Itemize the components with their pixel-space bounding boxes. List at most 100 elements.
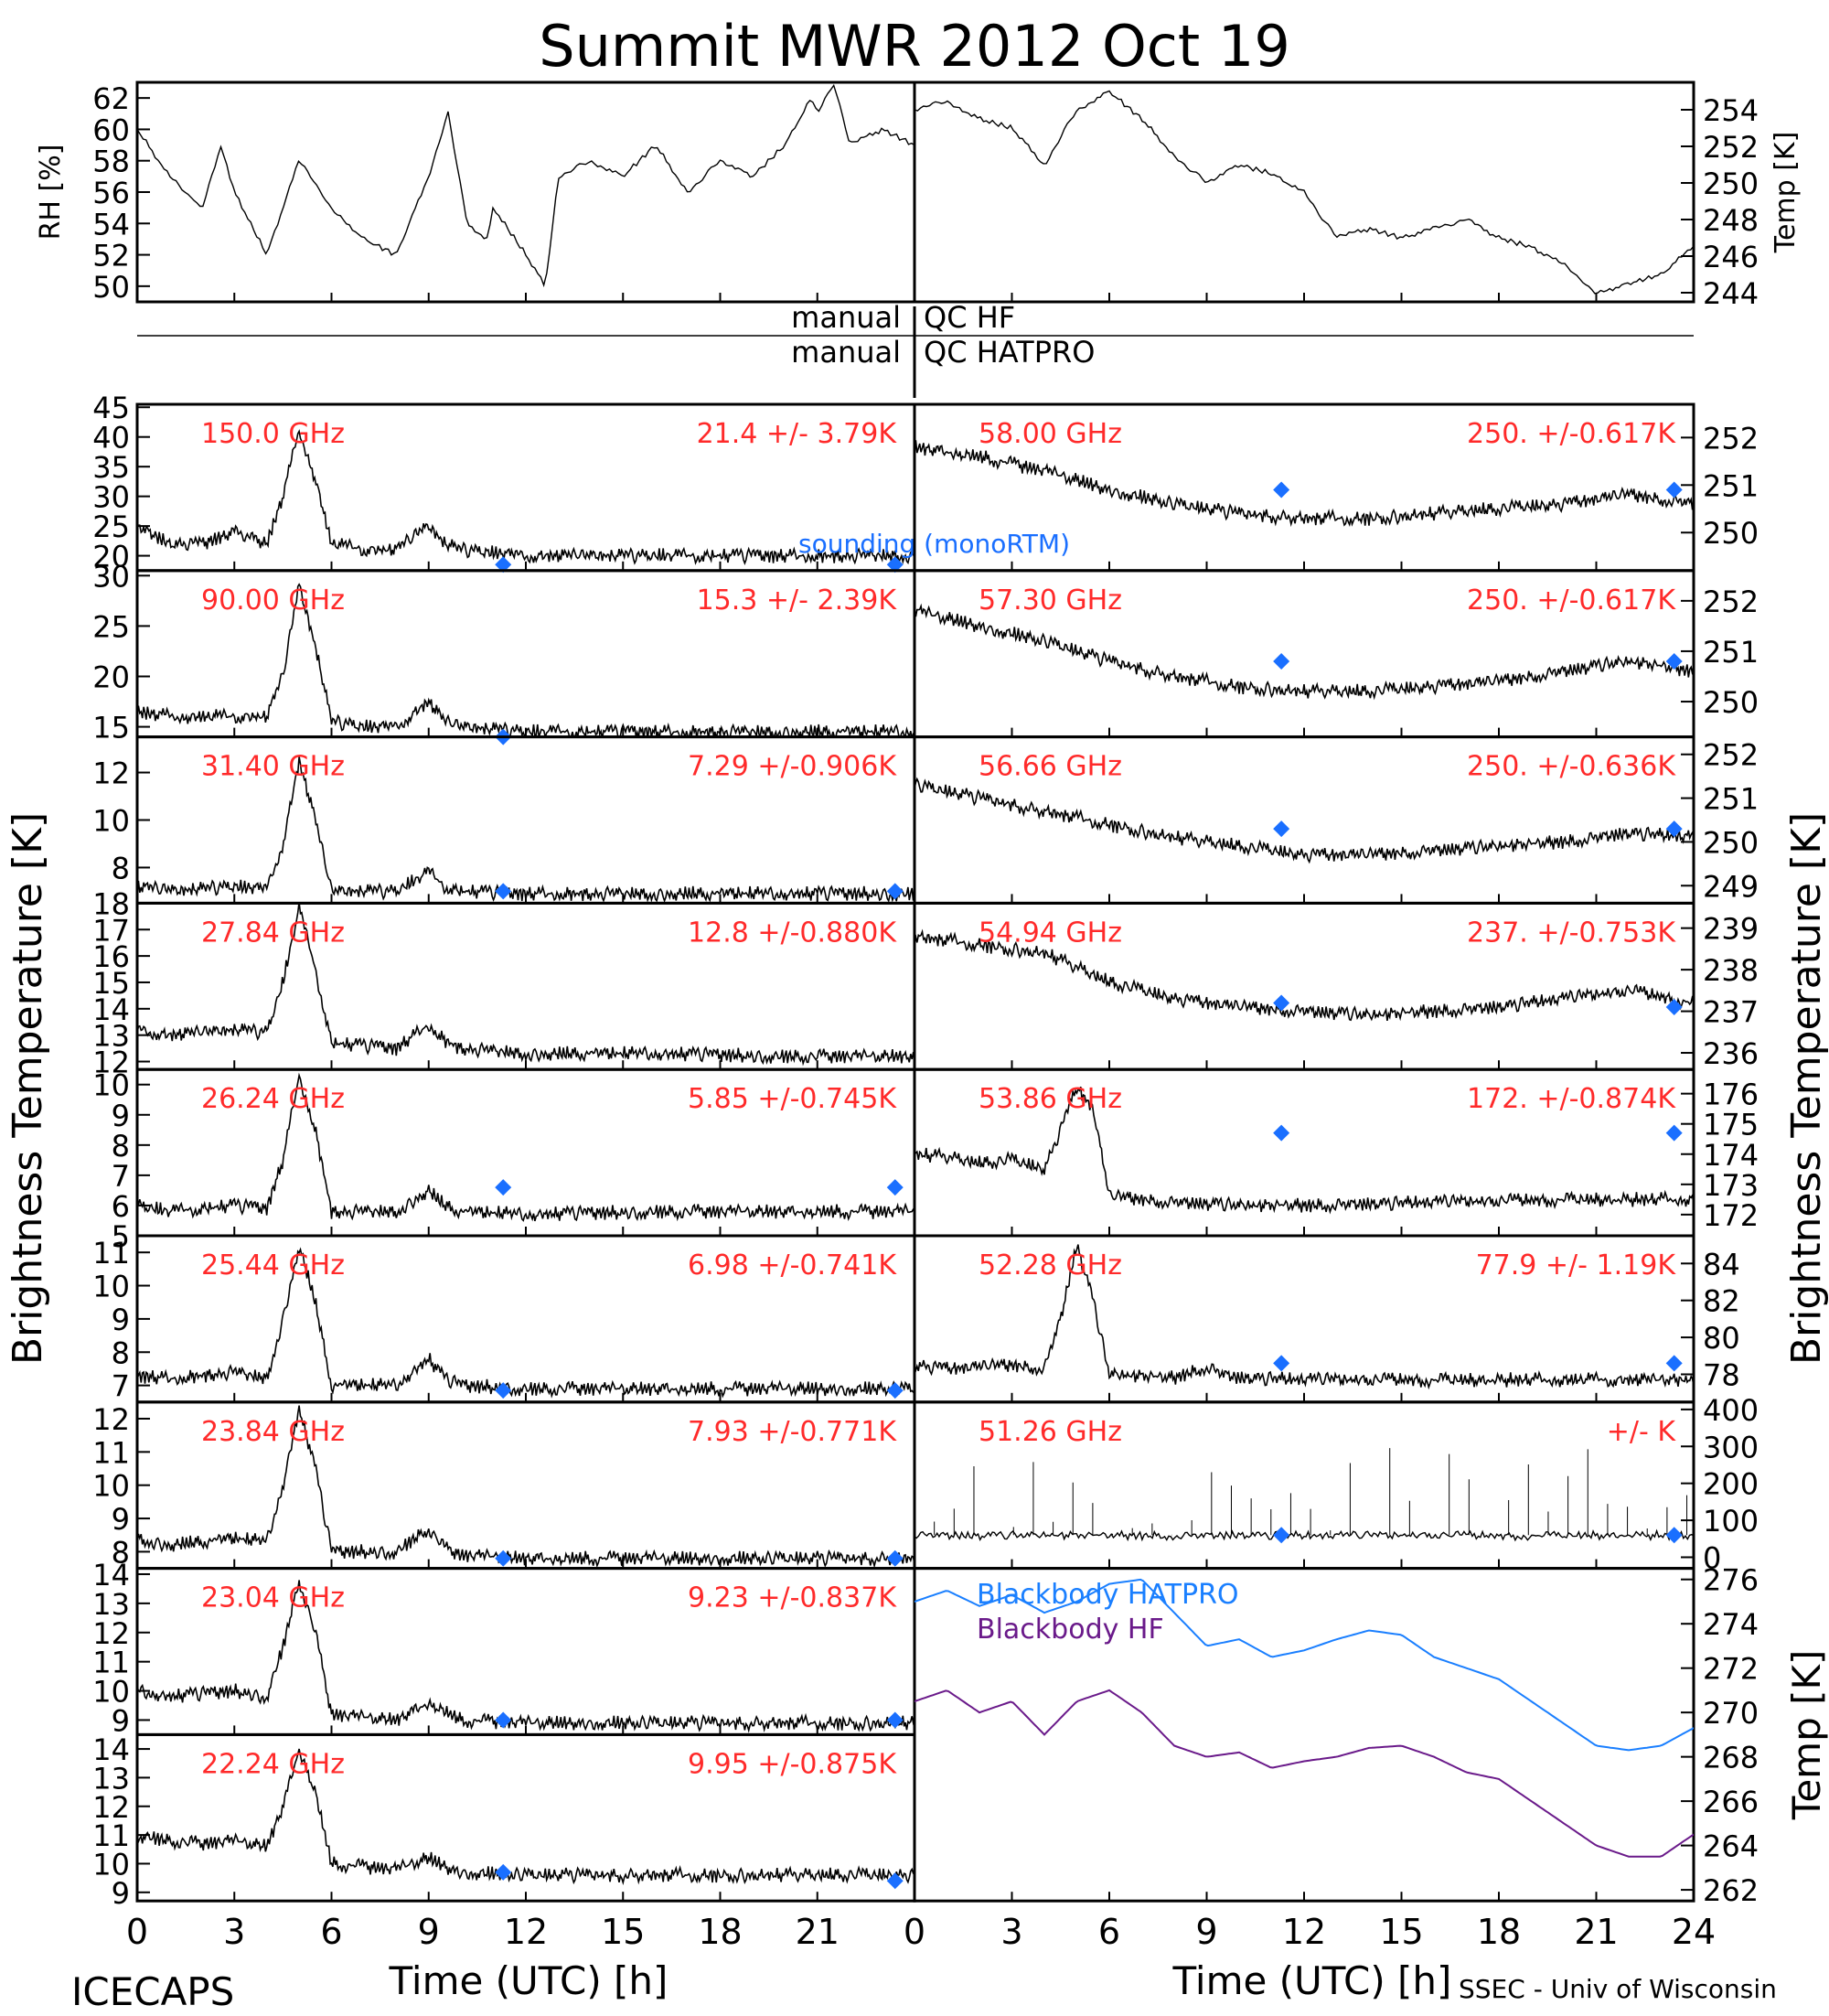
panel-14-ytick-label: 237 — [1703, 995, 1759, 1030]
panel-0-ytick-label: 52 — [92, 239, 130, 273]
panel-3-data-trace — [137, 583, 914, 737]
panel-18-ytick-label: 272 — [1703, 1652, 1759, 1687]
panel-6-sounding-marker — [886, 1179, 904, 1196]
panel-9-ytick-label: 10 — [92, 1675, 130, 1710]
panel-9-data-trace — [137, 1580, 914, 1733]
panel-5-ytick-label: 18 — [92, 886, 130, 921]
panel-11-data-trace — [914, 440, 1694, 528]
panel-9-ytick-label: 13 — [92, 1587, 130, 1622]
panel-8-ytick-label: 9 — [112, 1502, 130, 1537]
panel-2-sounding-marker — [495, 556, 512, 574]
panel-2-channel-label: 150.0 GHz — [201, 418, 345, 450]
right-xtick-label: 24 — [1672, 1912, 1716, 1952]
right-xtick-label: 0 — [904, 1912, 925, 1952]
panel-18-ytick-label: 262 — [1703, 1873, 1759, 1908]
panel-16-ytick-label: 78 — [1703, 1358, 1740, 1393]
panel-1-ytick-label: 244 — [1703, 276, 1759, 311]
panel-5-ytick-label: 16 — [92, 939, 130, 974]
panel-17-data-trace — [914, 1528, 1694, 1542]
panel-5-ytick-label: 14 — [92, 992, 130, 1027]
qc-right-label-2: QC HATPRO — [924, 335, 1095, 370]
panel-3-ytick-label: 15 — [92, 711, 130, 745]
panel-16-sounding-marker — [1273, 1355, 1290, 1372]
left-y-axis-label: Brightness Temperature [K] — [5, 812, 51, 1365]
panel-0-ytick-label: 58 — [92, 145, 130, 179]
panel-15-channel-label: 53.86 GHz — [979, 1083, 1122, 1115]
panel-17-ytick-label: 0 — [1703, 1540, 1721, 1575]
panel-16-channel-label: 52.28 GHz — [979, 1249, 1122, 1281]
panel-5-channel-label: 27.84 GHz — [201, 917, 345, 949]
chart-title: Summit MWR 2012 Oct 19 — [539, 13, 1290, 80]
panel-8-ytick-label: 12 — [92, 1402, 130, 1437]
panel-0-frame — [135, 80, 916, 304]
x-axis-label-right: Time (UTC) [h] — [1172, 1958, 1452, 2003]
panel-4-ytick-label: 10 — [92, 804, 130, 839]
legend-entry-1: Blackbody HF — [977, 1614, 1164, 1646]
panel-10-ytick-label: 12 — [92, 1790, 130, 1825]
panel-3-ytick-label: 25 — [92, 609, 130, 644]
panel-3-channel-label: 90.00 GHz — [201, 584, 345, 617]
panel-16-data-trace — [914, 1244, 1694, 1390]
panel-7-ytick-label: 7 — [112, 1369, 130, 1404]
footer-left-label: ICECAPS — [71, 1969, 234, 2012]
panel-11-stats-label: 250. +/-0.617K — [1467, 418, 1676, 450]
panel-2-sounding-marker — [886, 556, 904, 574]
panel-1-ytick-label: 248 — [1703, 203, 1759, 238]
panel-11-ytick-label: 251 — [1703, 468, 1759, 503]
panel-7-ytick-label: 8 — [112, 1335, 130, 1370]
panel-9-sounding-marker — [495, 1711, 512, 1729]
panel-14-data-trace — [914, 928, 1694, 1022]
left-xtick-label: 18 — [698, 1912, 742, 1952]
panel-16-ytick-label: 84 — [1703, 1247, 1740, 1281]
qc-left-label-1: manual — [791, 300, 901, 335]
panel-13-channel-label: 56.66 GHz — [979, 751, 1122, 783]
panel-7-sounding-marker — [886, 1382, 904, 1399]
panel-9-ytick-label: 9 — [112, 1703, 130, 1738]
panel-2-ytick-label: 40 — [92, 421, 130, 456]
panel-13-ytick-label: 249 — [1703, 869, 1759, 904]
panel-9-ytick-label: 11 — [92, 1646, 130, 1680]
panel-12-data-trace — [914, 603, 1694, 701]
panel-15-ytick-label: 173 — [1703, 1168, 1759, 1203]
panel-11-channel-label: 58.00 GHz — [979, 418, 1122, 450]
panel-10-ytick-label: 13 — [92, 1761, 130, 1796]
panel-12-ytick-label: 251 — [1703, 635, 1759, 670]
panel-8-ytick-label: 8 — [112, 1535, 130, 1570]
panel-10-channel-label: 22.24 GHz — [201, 1748, 345, 1780]
panel-3-ytick-label: 20 — [92, 659, 130, 694]
panel-12-stats-label: 250. +/-0.617K — [1467, 584, 1676, 617]
panel-1-data-trace — [914, 90, 1694, 295]
panel-4-ytick-label: 12 — [92, 756, 130, 791]
panel-14-ytick-label: 236 — [1703, 1036, 1759, 1071]
panel-12-ytick-label: 250 — [1703, 685, 1759, 720]
x-axis-label-left: Time (UTC) [h] — [389, 1958, 668, 2003]
panel-9-ytick-label: 12 — [92, 1616, 130, 1651]
panel-15-ytick-label: 176 — [1703, 1078, 1759, 1112]
panel-2-annotation: sounding (monoRTM) — [798, 529, 1070, 559]
panel-4-sounding-marker — [886, 883, 904, 900]
panel-16-stats-label: 77.9 +/- 1.19K — [1476, 1249, 1677, 1281]
panel-1-frame — [913, 80, 1695, 304]
panel-14-channel-label: 54.94 GHz — [979, 917, 1122, 949]
panel-9-ytick-label: 14 — [92, 1558, 130, 1592]
panel-11-ytick-label: 252 — [1703, 421, 1759, 456]
left-xtick-label: 3 — [223, 1912, 245, 1952]
panel-11-sounding-marker — [1665, 481, 1683, 499]
panel-0-ytick-label: 50 — [92, 270, 130, 305]
panel-7-ytick-label: 11 — [92, 1236, 130, 1271]
panel-5-ytick-label: 13 — [92, 1019, 130, 1054]
footer-right-label: SSEC - Univ of Wisconsin — [1459, 1974, 1777, 2004]
panel-2-ytick-label: 30 — [92, 480, 130, 515]
panel-13-stats-label: 250. +/-0.636K — [1467, 751, 1676, 783]
panel-6-ytick-label: 8 — [112, 1129, 130, 1163]
panel-18-ytick-label: 274 — [1703, 1607, 1759, 1642]
panel-10-ytick-label: 11 — [92, 1818, 130, 1853]
panel-11-sounding-marker — [1273, 481, 1290, 499]
panel-17-ytick-label: 100 — [1703, 1504, 1759, 1539]
panel-17-sounding-marker — [1273, 1527, 1290, 1544]
right-xtick-label: 15 — [1379, 1912, 1423, 1952]
left-xtick-label: 21 — [796, 1912, 840, 1952]
panel-18-ylabel: Temp [K] — [1784, 1650, 1829, 1821]
panel-13-ytick-label: 251 — [1703, 782, 1759, 817]
